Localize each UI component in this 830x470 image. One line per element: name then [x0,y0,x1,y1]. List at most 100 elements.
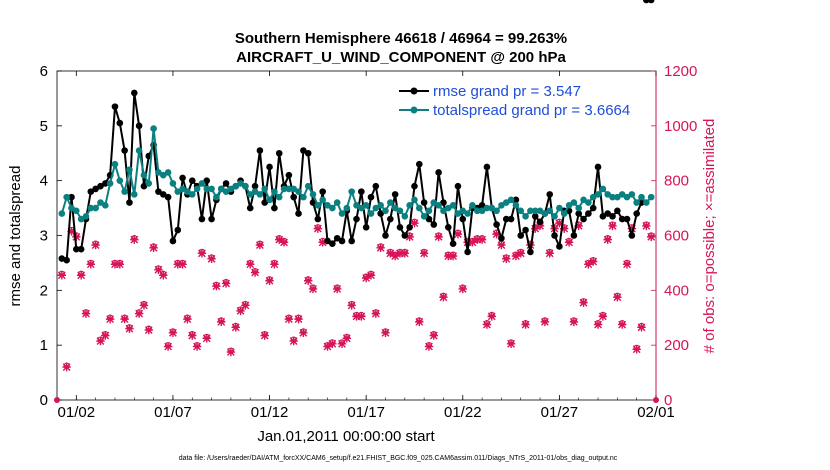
totalspread-point [599,185,607,193]
totalspread-point [222,188,230,195]
totalspread-point [551,213,558,220]
obs-assimilated-point [313,224,323,233]
totalspread-point [478,207,486,215]
obs-assimilated-point [62,362,71,372]
obs-assimilated-point [589,257,598,266]
totalspread-point [377,202,384,209]
legend-totalspread-marker [410,106,418,114]
totalspread-point [638,193,645,201]
obs-assimilated-point [613,292,622,302]
obs-assimilated-point [347,301,356,310]
obs-assimilated-point [632,345,641,354]
obs-assimilated-point [593,320,603,329]
obs-assimilated-point [458,284,467,294]
totalspread-point [498,202,505,209]
rmse-point [585,210,592,217]
totalspread-point [633,199,640,206]
totalspread-point [169,180,177,187]
rmse-point [353,215,360,223]
obs-assimilated-point [101,331,110,340]
rmse-point [362,223,370,231]
plot-frame [56,70,657,401]
obs-assimilated-point [579,298,588,307]
y-tick-label: 4 [40,173,48,190]
obs-assimilated-point [246,260,255,269]
totalspread-point [237,180,244,187]
totalspread-point [184,188,191,195]
totalspread-point [213,193,220,201]
obs-assimilated-point [289,336,298,346]
obs-end-point [653,397,659,403]
obs-assimilated-point [444,251,453,261]
totalspread-point [145,180,153,187]
totalspread-point [150,125,157,132]
obs-assimilated-point [236,306,245,316]
rmse-point [77,245,85,253]
obs-assimilated-point [415,317,424,327]
obs-assimilated-point [540,317,550,327]
totalspread-point [111,160,119,168]
obs-assimilated-point [144,325,153,335]
obs-assimilated-point [366,271,376,280]
obs-assimilated-point [241,301,250,310]
rmse-point [435,169,442,176]
rmse-point [198,215,206,223]
obs-assimilated-point [154,265,163,274]
obs-assimilated-point [149,243,158,253]
rmse-point [638,199,645,206]
rmse-point [203,177,211,184]
obs-assimilated-point [564,238,574,247]
obs-assimilated-point [463,238,472,247]
obs-assimilated-point [57,271,67,280]
totalspread-point [440,207,447,215]
y2-axis-label: # of obs: o=possible; ×=assimilated [701,119,718,354]
legend-totalspread-label: totalspread grand pr = 3.6664 [433,102,630,119]
x-tick-label: 01/02 [58,404,96,421]
totalspread-point [126,166,133,173]
rmse-point [367,193,375,201]
totalspread-point [140,171,148,179]
totalspread-point [580,196,587,204]
obs-assimilated-point [134,309,144,318]
totalspread-point [73,207,80,215]
obs-assimilated-point [173,260,182,269]
obs-assimilated-point [91,240,100,250]
obs-assimilated-point [569,317,579,327]
obs-assimilated-point [125,324,134,333]
obs-assimilated-point [178,260,187,269]
obs-assimilated-point [159,271,168,280]
rmse-point [502,215,510,223]
obs-assimilated-point [303,276,313,285]
rmse-point [420,199,428,206]
totalspread-point [493,207,500,215]
rmse-point [73,245,80,253]
obs-assimilated-point [419,249,429,258]
obs-assimilated-point [477,235,487,244]
rmse-point [295,210,302,217]
totalspread-point [628,191,636,198]
x-tick-label: 01/22 [444,404,482,421]
obs-assimilated-point [308,284,318,294]
totalspread-point [464,210,471,217]
obs-assimilated-point [81,309,91,318]
totalspread-point [387,199,394,206]
obs-assimilated-point [115,260,124,269]
rmse-point [623,215,631,223]
obs-assimilated-point [386,249,395,258]
totalspread-point [512,202,520,209]
totalspread-point [261,185,269,193]
totalspread-point [227,185,235,193]
rmse-point [594,163,602,171]
totalspread-point [275,193,283,201]
rmse-point [188,177,196,184]
totalspread-point [546,207,554,215]
totalspread-point [527,207,534,215]
totalspread-point [541,210,549,217]
rmse-point [92,185,99,193]
obs-assimilated-point [637,323,646,332]
obs-assimilated-point [332,284,342,294]
totalspread-point [295,188,302,195]
data-file-footnote: data file: /Users/raeder/DAI/ATM_forcXX/… [179,455,618,462]
rmse-point [358,188,365,195]
rmse-point [179,174,186,182]
